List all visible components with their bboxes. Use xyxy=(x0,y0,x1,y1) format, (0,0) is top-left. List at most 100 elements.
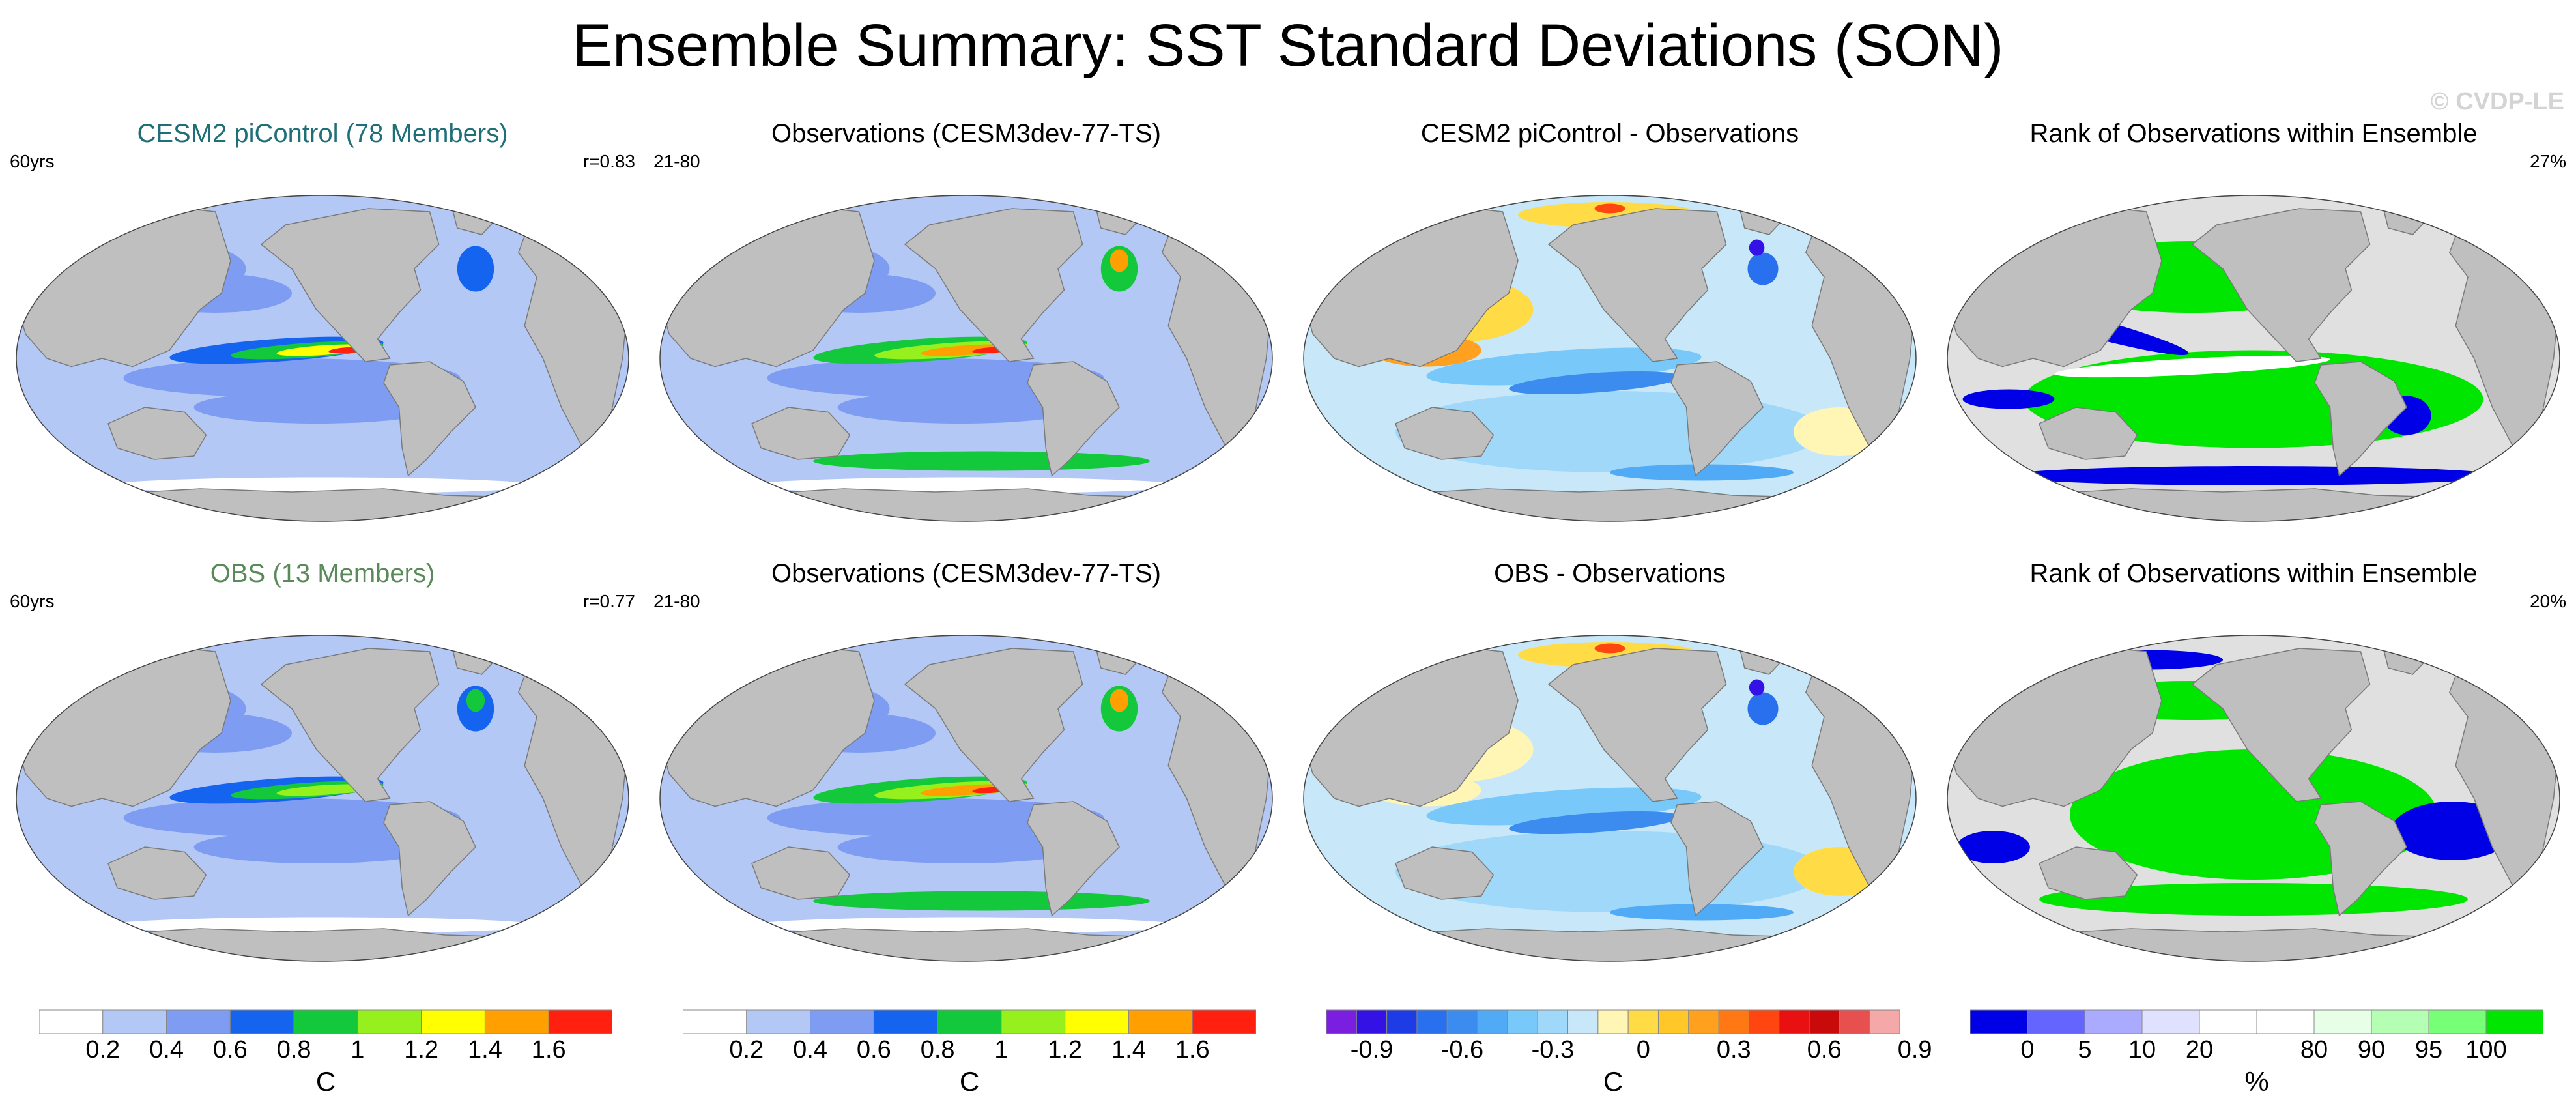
colorbar-diff: -0.9 -0.6 -0.3 0 0.3 0.6 0.9 C xyxy=(1326,1009,1932,1113)
panel-correlation-label: r=0.77 xyxy=(582,591,635,611)
ocean-south-pacific-band xyxy=(193,831,439,863)
land-australia xyxy=(2039,407,2138,460)
map-plot xyxy=(1303,195,1917,522)
colorbar-swatch xyxy=(682,1009,747,1034)
ocean-tropical-band xyxy=(767,798,1104,837)
colorbar-swatch xyxy=(746,1009,811,1034)
colorbar-std-1: 0.2 0.4 0.6 0.8 1 1.2 1.4 1.6 C xyxy=(38,1009,613,1113)
colorbar-tick-label: 0.6 xyxy=(1807,1036,1842,1063)
map-field xyxy=(1947,195,2560,521)
colorbar-tick-label: 20 xyxy=(2185,1036,2214,1063)
diff-north-atlantic xyxy=(1747,252,1779,285)
colorbar-swatch xyxy=(421,1009,485,1034)
diff-southern-band xyxy=(1610,904,1794,921)
colorbar-tick-label: 0.4 xyxy=(149,1036,184,1063)
colorbar-unit: C xyxy=(1603,1066,1624,1097)
land-australia xyxy=(107,846,207,900)
colorbar-swatch xyxy=(1718,1009,1749,1034)
panel-period-label: 21-80 xyxy=(653,151,700,171)
panel-obs-ens-std: OBS (13 Members) 60yrs r=0.77 xyxy=(10,557,635,987)
panel-rank-percent: 20% xyxy=(2529,591,2566,611)
colorbar-swatch xyxy=(2428,1009,2487,1034)
colorbar-swatch xyxy=(2027,1009,2085,1034)
colorbar-swatch xyxy=(2084,1009,2143,1034)
map-field xyxy=(660,635,1272,961)
map-outline xyxy=(659,635,1273,962)
figure-title: Ensemble Summary: SST Standard Deviation… xyxy=(572,12,2004,79)
ocean-gulf-stream xyxy=(457,246,494,292)
colorbar-swatch xyxy=(1627,1009,1659,1034)
colorbar-swatch xyxy=(357,1009,422,1034)
panel-title: CESM2 piControl - Observations xyxy=(1420,119,1799,148)
diff-labrador xyxy=(1749,239,1765,256)
colorbar-swatch xyxy=(1128,1009,1193,1034)
colorbar-swatches xyxy=(682,1009,1257,1034)
map-outline xyxy=(1947,635,2560,962)
colorbar-tick-label: 1 xyxy=(351,1036,365,1063)
colorbar-swatch xyxy=(1386,1009,1418,1034)
diff-tropical-negative xyxy=(1426,347,1702,386)
colorbar-swatch xyxy=(293,1009,358,1034)
colorbar-swatch xyxy=(2256,1009,2315,1034)
ocean-south-pacific-band xyxy=(193,391,439,424)
colorbar-swatch xyxy=(1326,1009,1357,1034)
colorbar-swatch xyxy=(229,1009,294,1034)
enso-inner xyxy=(276,784,369,796)
land-south-america xyxy=(383,801,476,917)
rank-indian-low xyxy=(1962,389,2055,409)
colorbar-swatch xyxy=(873,1009,938,1034)
land-australia xyxy=(1395,846,1495,900)
colorbar-unit: % xyxy=(2244,1066,2269,1097)
colorbar-swatch xyxy=(1416,1009,1448,1034)
land-australia xyxy=(751,407,851,460)
colorbar-swatch xyxy=(1688,1009,1719,1034)
map-field xyxy=(1947,635,2560,961)
panel-model-minus-obs: CESM2 piControl - Observations xyxy=(1297,117,1923,547)
colorbar-swatch xyxy=(38,1009,104,1034)
colorbar-tick-label: 1 xyxy=(994,1036,1009,1063)
colorbar-tick-label: 0.4 xyxy=(793,1036,827,1063)
colorbar-swatch xyxy=(2313,1009,2372,1034)
colorbar-swatches xyxy=(38,1009,613,1034)
colorbar-swatch xyxy=(1477,1009,1508,1034)
land-australia xyxy=(2039,846,2138,900)
map-outline xyxy=(16,635,629,962)
diff-labrador xyxy=(1749,679,1765,696)
ocean-tropical-band xyxy=(123,798,461,837)
panel-title: OBS (13 Members) xyxy=(210,559,435,588)
colorbar-swatch xyxy=(1192,1009,1257,1034)
land-north-america xyxy=(260,208,440,362)
panel-period-label: 60yrs xyxy=(10,151,55,171)
map-plot xyxy=(16,195,629,522)
land-north-america xyxy=(2191,648,2371,802)
colorbar-swatch xyxy=(1507,1009,1538,1034)
map-outline xyxy=(16,195,629,522)
colorbar-tick-label: 0.2 xyxy=(729,1036,764,1063)
land-south-america xyxy=(1027,361,1120,477)
colorbar-swatch xyxy=(1567,1009,1599,1034)
colorbar-swatch xyxy=(810,1009,874,1034)
map-plot xyxy=(659,635,1273,962)
colorbar-tick-label: -0.6 xyxy=(1440,1036,1484,1063)
colorbar-swatch xyxy=(1065,1009,1129,1034)
map-field xyxy=(660,195,1272,521)
map-plot xyxy=(16,635,629,962)
map-field xyxy=(1304,195,1916,521)
rank-indian-low xyxy=(1956,831,2030,863)
colorbar-tick-label: 0.2 xyxy=(85,1036,121,1063)
enso-inner xyxy=(920,784,1012,796)
colorbar-swatch xyxy=(1839,1009,1870,1034)
map-plot xyxy=(1947,195,2560,522)
colorbar-rank: 0 5 10 20 80 90 95 100 % xyxy=(1969,1009,2544,1113)
colorbar-swatch xyxy=(2485,1009,2544,1034)
colorbar-swatch xyxy=(1969,1009,2028,1034)
panel-rank-percent: 27% xyxy=(2529,151,2566,171)
land-north-america xyxy=(260,648,440,802)
colorbar-swatches xyxy=(1326,1009,1900,1034)
panel-title: Observations (CESM3dev-77-TS) xyxy=(771,119,1161,148)
panel-rank-2: Rank of Observations within Ensemble 20% xyxy=(1941,557,2566,987)
ocean-tropical-band xyxy=(123,358,461,398)
colorbar-unit: C xyxy=(959,1066,980,1097)
ocean-south-pacific-band xyxy=(837,831,1083,863)
colorbar-tick-label: 1.4 xyxy=(1111,1036,1146,1063)
